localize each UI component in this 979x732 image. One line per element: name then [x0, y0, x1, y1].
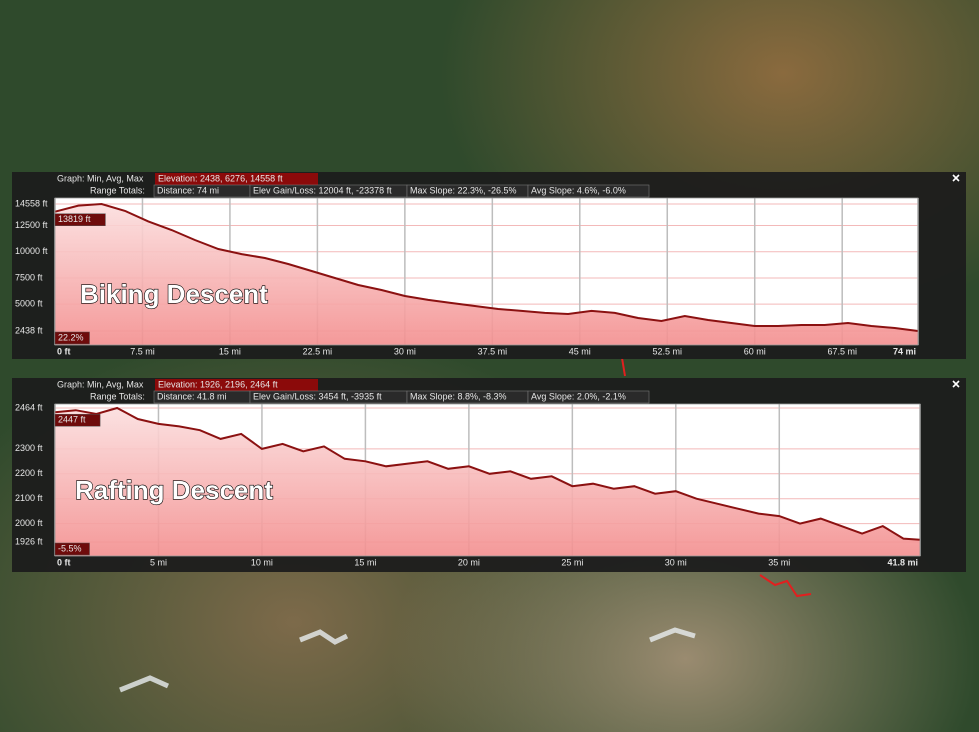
- x-tick-label: 15 mi: [354, 557, 376, 567]
- x-tick-label: 30 mi: [394, 346, 416, 356]
- route: [621, 357, 626, 377]
- y-tick-label: 2200 ft: [15, 468, 43, 478]
- stat-max-slope: Max Slope: 22.3%, -26.5%: [410, 185, 517, 195]
- y-tick-label: 5000 ft: [15, 299, 43, 309]
- elevation-stats: Elevation: 1926, 2196, 2464 ft: [158, 379, 278, 389]
- stat-gain-loss: Elev Gain/Loss: 12004 ft, -23378 ft: [253, 185, 392, 195]
- x-tick-label: 52.5 mi: [653, 346, 683, 356]
- slope-label: 22.2%: [58, 332, 84, 342]
- slope-label: -5.5%: [58, 543, 82, 553]
- y-tick-label: 2000 ft: [15, 518, 43, 528]
- elevation-line: [54, 202, 919, 332]
- elevation-line: [54, 406, 921, 541]
- current-elevation-box: [54, 213, 106, 226]
- x-tick-label: 45 mi: [569, 346, 591, 356]
- x-tick-label: 5 mi: [150, 557, 167, 567]
- elevation-area: [55, 204, 918, 345]
- stat-avg-slope: Avg Slope: 2.0%, -2.1%: [531, 391, 626, 401]
- close-button[interactable]: [952, 174, 960, 182]
- stat-distance: Distance: 41.8 mi: [157, 391, 227, 401]
- x-tick-label: 60 mi: [744, 346, 766, 356]
- x-tick-label: 67.5 mi: [827, 346, 857, 356]
- current-elevation-box: [54, 413, 101, 427]
- x-tick-label: 20 mi: [458, 557, 480, 567]
- x-tick-label: 0 ft: [57, 557, 71, 567]
- y-tick-label: 7500 ft: [15, 272, 43, 282]
- x-tick-label: 22.5 mi: [303, 346, 333, 356]
- x-tick-label: 7.5 mi: [130, 346, 155, 356]
- x-tick-label: 15 mi: [219, 346, 241, 356]
- graph-label: Graph: Min, Avg, Max: [57, 379, 144, 389]
- slope-label-box: [54, 331, 90, 345]
- elevation-area: [55, 408, 920, 556]
- slope-label-box: [54, 542, 90, 556]
- x-tick-label: 74 mi: [893, 346, 916, 356]
- x-tick-label: 30 mi: [665, 557, 687, 567]
- x-tick-label: 37.5 mi: [478, 346, 508, 356]
- x-tick-label: 41.8 mi: [887, 557, 918, 567]
- elevation-box: [155, 379, 318, 391]
- x-tick-label: 25 mi: [561, 557, 583, 567]
- stat-distance: Distance: 74 mi: [157, 185, 219, 195]
- chart-title: Biking Descent: [80, 279, 268, 309]
- snow: [119, 627, 696, 693]
- y-tick-label: 2100 ft: [15, 493, 43, 503]
- chart-title: Rafting Descent: [75, 475, 273, 505]
- x-tick-label: 0 ft: [57, 346, 71, 356]
- x-tick-label: 35 mi: [768, 557, 790, 567]
- y-tick-label: 10000 ft: [15, 246, 48, 256]
- y-tick-label: 2464 ft: [15, 402, 43, 412]
- elevation-box: [155, 173, 318, 185]
- stat-box: [527, 184, 650, 198]
- y-tick-label: 1926 ft: [15, 536, 43, 546]
- y-tick-label: 12500 ft: [15, 220, 48, 230]
- elevation-stats: Elevation: 2438, 6276, 14558 ft: [158, 173, 283, 183]
- stat-avg-slope: Avg Slope: 4.6%, -6.0%: [531, 185, 626, 195]
- plot-frame: [54, 197, 919, 346]
- y-tick-label: 2300 ft: [15, 443, 43, 453]
- stat-max-slope: Max Slope: 8.8%, -8.3%: [410, 391, 507, 401]
- plot-frame: [54, 403, 921, 557]
- graph-label: Graph: Min, Avg, Max: [57, 173, 144, 183]
- y-tick-label: 2438 ft: [15, 325, 43, 335]
- range-label: Range Totals:: [90, 185, 145, 195]
- current-elevation: 2447 ft: [58, 415, 86, 425]
- x-tick-label: 10 mi: [251, 557, 273, 567]
- stat-box: [527, 390, 650, 404]
- current-elevation: 13819 ft: [58, 214, 91, 224]
- range-label: Range Totals:: [90, 391, 145, 401]
- route: [759, 574, 812, 598]
- stat-gain-loss: Elev Gain/Loss: 3454 ft, -3935 ft: [253, 391, 382, 401]
- y-tick-label: 14558 ft: [15, 198, 48, 208]
- close-button[interactable]: [952, 380, 960, 388]
